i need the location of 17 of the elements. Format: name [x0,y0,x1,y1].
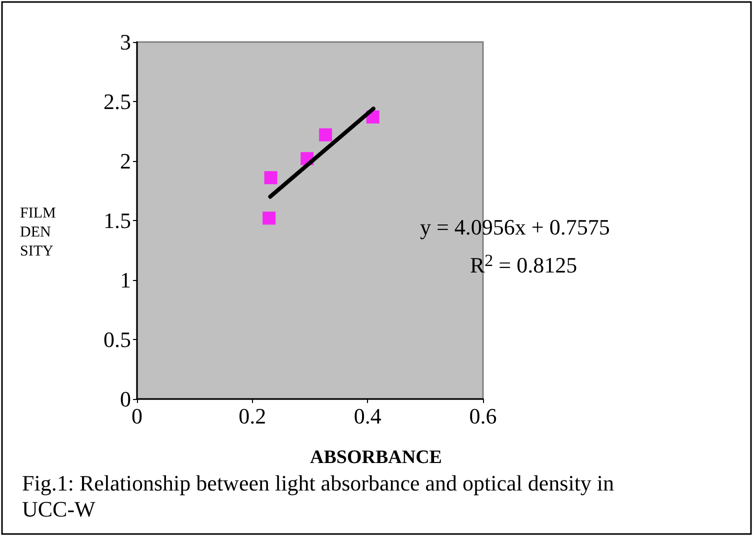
y-tick-label: 0 [120,386,131,412]
y-axis-title: FILM DEN SITY [20,206,56,260]
y-tick-label: 3 [120,30,131,54]
caption: Fig.1: Relationship between light absorbance and optical density in UCC-W [22,470,620,522]
y-tick-label: 1.5 [104,208,131,233]
annotation: y = 4.0956x + 0.7575 [420,214,610,240]
x-axis-title: ABSORBANCE [310,447,442,468]
point [319,128,332,142]
y-tick-label: 0.5 [104,327,131,352]
y-tick-label: 2 [120,148,131,174]
y-tick-label: 2.5 [104,89,131,114]
point [264,171,278,184]
y-tick-label: 1 [120,268,131,292]
x-tick-label: 0.4 [354,404,382,428]
x-tick-label: 0.2 [238,404,266,428]
x-tick-label: 0.6 [469,404,497,428]
point [262,212,276,225]
